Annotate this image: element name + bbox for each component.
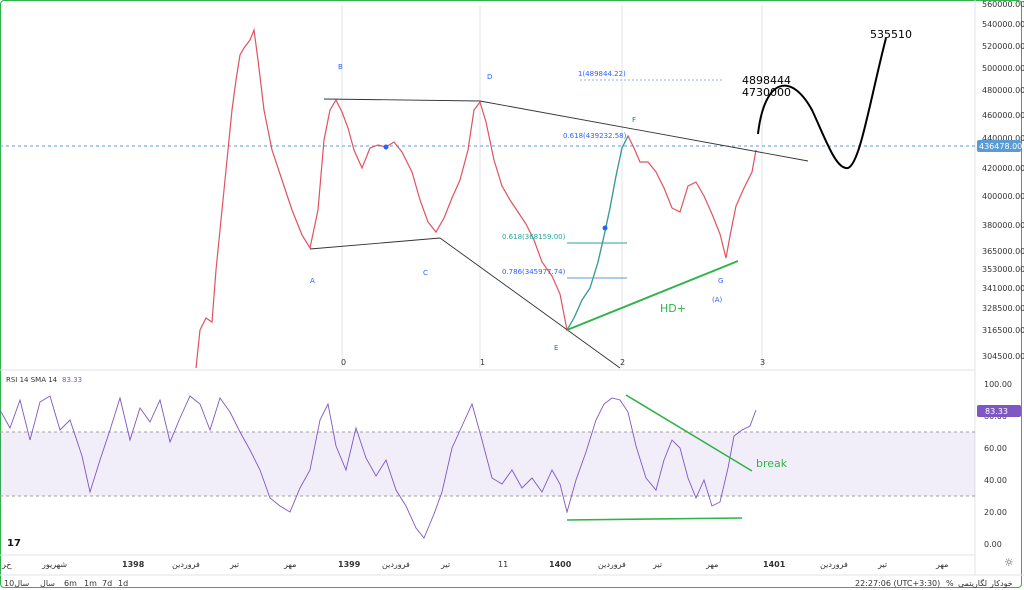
marker-dot (383, 144, 389, 150)
price-tick-label: 341000.00 (982, 284, 1024, 293)
price-tick-label: 304500.00 (982, 352, 1024, 361)
wave-label-f: F (632, 116, 636, 124)
time-tick-label: ﺗﯿﺮ (229, 560, 239, 569)
trendline-ce (439, 237, 621, 369)
rsi-band (0, 432, 975, 496)
timeframe-button[interactable]: 1m (84, 579, 97, 588)
target-label-2: 4730000 (742, 86, 791, 99)
timeframe-button[interactable]: 1d (118, 579, 128, 588)
trendline-ac (309, 237, 441, 250)
price-series (195, 27, 757, 369)
time-axis[interactable]: ﺥﺮ ﺷﻬﺮﯾﻮﺭ 1398 ﻓﺮﻭﺭﺩﯾﻦ ﺗﯿﺮ ﻣﻬﺮ 1399 ﻓﺮﻭﺭﺩﯾﻦ ﺗﯿﺮ 1… (1, 560, 948, 569)
price-series-up (566, 135, 629, 331)
clock-readout: 22:27:06 (UTC+3:30) (855, 579, 940, 588)
price-tick-label: 460000.00 (982, 111, 1024, 120)
fib-label-1: 1(489844.22) (578, 70, 626, 78)
target-label-3: 535510 (870, 28, 912, 41)
tv-logo-mark: 17 (7, 538, 21, 549)
time-tick-label: 1398 (122, 560, 145, 569)
price-tick-label: 420000.00 (982, 164, 1024, 173)
fib-label-618: 0.618(368159.00) (502, 233, 566, 241)
trendline-top-descending (479, 100, 809, 162)
rsi-tick-label: 100.00 (984, 380, 1012, 389)
time-tick-label: ﻣﻬﺮ (705, 560, 718, 569)
time-tick-label: ﻣﻬﺮ (283, 560, 296, 569)
tradingview-logo (6, 535, 26, 549)
time-tick-label: 1401 (763, 560, 786, 569)
pattern-label: HD+ (660, 302, 686, 315)
settings-gear-icon[interactable]: ☼ (1004, 556, 1014, 569)
price-tick-label: 480000.00 (982, 86, 1024, 95)
rsi-series (0, 395, 757, 539)
last-price-badge (977, 140, 1021, 152)
price-tick-label: 316500.00 (982, 326, 1024, 335)
time-tick-label: ﻓﺮﻭﺭﺩﯾﻦ (172, 560, 200, 569)
price-tick-label: 380000.00 (982, 221, 1024, 230)
time-tick-label: 1399 (338, 560, 361, 569)
log-toggle[interactable]: ﻟﮕﺎﺭﯾﺘﻤﯽ (958, 578, 987, 588)
percent-toggle[interactable]: % (946, 579, 954, 588)
rsi-tick-label: 0.00 (984, 540, 1002, 549)
marker-dot (602, 225, 608, 231)
price-tick-label: 520000.00 (982, 42, 1024, 51)
time-tick-label: 11 (498, 560, 508, 569)
fib-label-786: 0.786(345977.74) (502, 268, 566, 276)
cycle-label-0: 0 (341, 358, 346, 367)
price-tick-label: 353000.00 (982, 265, 1024, 274)
cycle-label-2: 2 (620, 358, 625, 367)
cycle-label-1: 1 (480, 358, 485, 367)
time-tick-label: ﺥﺮ (1, 560, 12, 569)
price-axis[interactable]: 560000.00 540000.00 520000.00 500000.00 4800… (982, 0, 1024, 361)
rsi-support-line (566, 517, 743, 521)
rsi-tick-label: 40.00 (984, 476, 1007, 485)
time-tick-label: ﻣﻬﺮ (935, 560, 948, 569)
wave-label-a: A (310, 277, 315, 285)
wave-label-b: B (338, 63, 343, 71)
wave-label-d: D (487, 73, 492, 81)
wave-label-g: G (718, 277, 723, 285)
last-price-value: 436478.00 (979, 142, 1022, 151)
fib-label-618-top: 0.618(439232.58) (563, 132, 627, 140)
rsi-value-badge (977, 405, 1021, 417)
price-tick-label: 328500.00 (982, 304, 1024, 313)
price-tick-label: 540000.00 (982, 20, 1024, 29)
cycle-label-3: 3 (760, 358, 765, 367)
rsi-trend-line (625, 394, 753, 472)
price-tick-label: 560000.00 (982, 0, 1024, 9)
timeframe-button[interactable]: 6m (64, 579, 77, 588)
rsi-title: RSI 14 SMA 14 (6, 376, 58, 384)
time-tick-label: ﺗﯿﺮ (652, 560, 662, 569)
time-tick-label: ﻓﺮﻭﺭﺩﯾﻦ (598, 560, 626, 569)
timeframe-button[interactable]: ﺳﺎﻝ (40, 579, 55, 588)
timeframe-buttons[interactable]: 10ﺳﺎﻝ ﺳﺎﻝ 6m 1m 7d 1d (4, 579, 128, 588)
rsi-tick-label: 20.00 (984, 508, 1007, 517)
wave-label-c: C (423, 269, 428, 277)
rsi-badge-value: 83.33 (985, 407, 1008, 416)
wave-label-a-paren: (A) (712, 296, 723, 304)
trendline-top-flat (323, 98, 481, 102)
time-tick-label: ﻓﺮﻭﺭﺩﯾﻦ (382, 560, 410, 569)
projection-curve (757, 37, 887, 169)
time-tick-label: ﻓﺮﻭﺭﺩﯾﻦ (820, 560, 848, 569)
auto-toggle[interactable]: ﺧﻮﺩﮐﺎﺭ (989, 579, 1013, 588)
price-tick-label: 500000.00 (982, 64, 1024, 73)
time-tick-label: ﺷﻬﺮﯾﻮﺭ (41, 560, 67, 569)
hd-support-line (566, 260, 739, 331)
timeframe-button[interactable]: 10ﺳﺎﻝ (4, 579, 29, 588)
wave-label-e: E (554, 344, 558, 352)
break-label: break (756, 457, 788, 470)
time-tick-label: ﺗﯿﺮ (440, 560, 450, 569)
time-tick-label: 1400 (549, 560, 572, 569)
price-tick-label: 400000.00 (982, 192, 1024, 201)
price-tick-label: 440000.00 (982, 134, 1024, 143)
timeframe-button[interactable]: 7d (102, 579, 112, 588)
rsi-tick-label: 60.00 (984, 444, 1007, 453)
time-tick-label: ﺗﯿﺮ (877, 560, 887, 569)
target-label-1: 4898444 (742, 74, 791, 87)
rsi-current-value: 83.33 (62, 376, 82, 384)
price-tick-label: 365000.00 (982, 247, 1024, 256)
